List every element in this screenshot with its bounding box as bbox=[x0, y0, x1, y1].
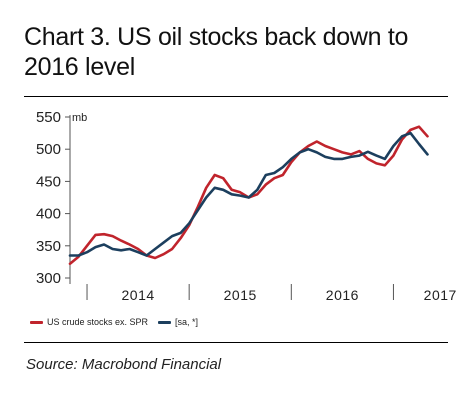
y-tick-label: 450 bbox=[36, 173, 61, 190]
x-tick-label: 2017 bbox=[424, 287, 457, 303]
x-tick-label: 2014 bbox=[122, 287, 155, 303]
legend-swatch-crude-stocks bbox=[30, 320, 43, 324]
series-layer bbox=[68, 125, 429, 266]
y-tick-label: 400 bbox=[36, 206, 61, 223]
legend-swatch-seasonally-adjusted bbox=[158, 320, 172, 324]
seasonally-adjusted-line bbox=[68, 131, 429, 257]
x-tick-label: 2016 bbox=[326, 287, 359, 303]
chart-source: Source: Macrobond Financial bbox=[26, 356, 222, 373]
y-tick-label: 300 bbox=[36, 270, 61, 287]
crude-stocks-line bbox=[68, 125, 429, 266]
legend-label-crude-stocks: US crude stocks ex. SPR bbox=[47, 317, 149, 327]
legend-label-seasonally-adjusted: [sa, *] bbox=[175, 317, 199, 327]
y-tick-label: 350 bbox=[36, 238, 61, 255]
x-axis: 2014 2015 2016 2017 bbox=[86, 284, 457, 303]
x-tick-label: 2015 bbox=[224, 287, 257, 303]
y-tick-label: 500 bbox=[36, 141, 61, 158]
y-tick-label: 550 bbox=[36, 109, 61, 126]
legend-item-seasonally-adjusted: [sa, *] bbox=[158, 317, 198, 327]
y-unit-label: mb bbox=[72, 112, 87, 124]
legend-item-crude-stocks: US crude stocks ex. SPR bbox=[30, 317, 148, 327]
chart-title: Chart 3. US oil stocks back down to 2016… bbox=[24, 23, 409, 81]
y-axis: 300 350 400 450 500 550 mb bbox=[36, 109, 87, 287]
chart-legend: US crude stocks ex. SPR [sa, *] bbox=[30, 317, 208, 327]
source-divider bbox=[24, 342, 448, 343]
title-divider bbox=[24, 96, 448, 97]
